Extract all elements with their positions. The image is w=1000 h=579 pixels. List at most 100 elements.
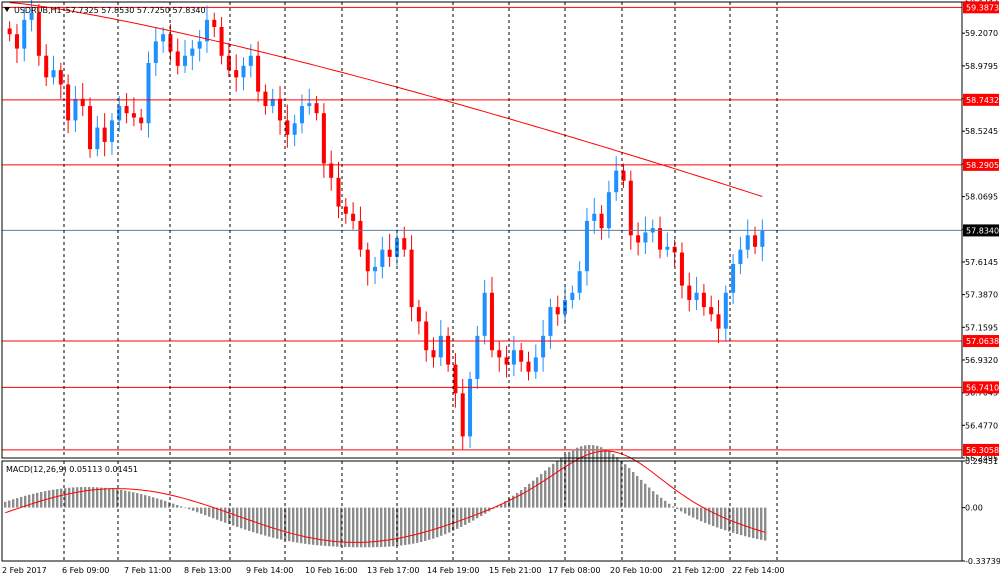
macd-tick-label: -0.33739 — [965, 557, 1000, 566]
macd-bar — [128, 491, 131, 508]
candle-body — [753, 235, 758, 247]
candle-body — [7, 28, 12, 35]
macd-bar — [88, 487, 91, 508]
macd-bar — [12, 499, 15, 508]
candle-body — [489, 292, 494, 351]
macd-bar — [100, 487, 103, 508]
macd-bar — [28, 494, 31, 508]
macd-bar — [96, 487, 99, 508]
candle-body — [36, 12, 41, 56]
candle-body — [723, 292, 728, 329]
macd-bar — [268, 507, 271, 537]
macd-bar — [64, 488, 67, 508]
x-tick-label: 17 Feb 08:00 — [548, 566, 600, 575]
level-value: 56.3058 — [966, 446, 999, 455]
level-value: 56.7410 — [966, 383, 999, 392]
macd-bar — [532, 480, 535, 508]
macd-bar — [228, 507, 231, 525]
macd-bar — [328, 507, 331, 547]
macd-bar — [68, 487, 71, 508]
macd-bar — [232, 507, 235, 526]
macd-bar — [544, 470, 547, 508]
macd-bar — [428, 507, 431, 540]
candle-body — [745, 235, 750, 250]
x-tick-label: 2 Feb 2017 — [2, 566, 47, 575]
macd-bar — [628, 468, 631, 508]
macd-bar — [132, 492, 135, 508]
macd-bar — [56, 489, 59, 508]
x-tick-label: 21 Feb 12:00 — [672, 566, 724, 575]
macd-bar — [396, 507, 399, 546]
candle-body — [694, 292, 699, 300]
macd-bar — [652, 491, 655, 508]
candle-body — [402, 238, 407, 250]
macd-bar — [444, 507, 447, 535]
candle-body — [475, 335, 480, 379]
candle-body — [44, 55, 49, 78]
macd-bar — [288, 507, 291, 542]
macd-bar — [632, 471, 635, 508]
macd-bar — [436, 507, 439, 538]
candle-body — [679, 252, 684, 286]
macd-bar — [344, 507, 347, 548]
y-tick-label: 57.6145 — [965, 258, 998, 267]
candle-body — [183, 55, 188, 66]
candle-body — [760, 230, 765, 247]
x-tick-label: 14 Feb 19:00 — [427, 566, 479, 575]
macd-bar — [276, 507, 279, 539]
macd-bar — [200, 507, 203, 514]
macd-bar — [332, 507, 335, 547]
price-pane-border — [1, 1, 963, 459]
macd-bar — [264, 507, 267, 536]
macd-bar — [160, 499, 163, 508]
macd-bar — [272, 507, 275, 538]
y-tick-label: 56.2495 — [965, 454, 998, 463]
moving-average — [9, 2, 763, 197]
current-price-value: 57.8340 — [966, 226, 999, 235]
candle-body — [431, 350, 436, 358]
candle-body — [658, 228, 663, 250]
macd-bar — [516, 492, 519, 508]
macd-bar — [604, 448, 607, 508]
macd-bar — [668, 503, 671, 508]
macd-tick-label: 0.00 — [965, 504, 983, 513]
macd-bar — [688, 507, 691, 516]
candle-body — [373, 266, 378, 272]
macd-bar — [472, 507, 475, 521]
x-tick-label: 20 Feb 10:00 — [610, 566, 662, 575]
macd-bar — [248, 507, 251, 531]
macd-bar — [76, 487, 79, 508]
macd-bar — [120, 489, 123, 508]
macd-bar — [136, 493, 139, 508]
macd-bar — [24, 495, 27, 508]
level-value: 58.2905 — [966, 161, 999, 170]
macd-bar — [284, 507, 287, 541]
y-tick-label: 58.5245 — [965, 127, 998, 136]
macd-bar — [52, 489, 55, 508]
candle-body — [197, 41, 202, 49]
level-tag — [963, 93, 999, 106]
candle-body — [329, 163, 334, 178]
candle-body — [519, 350, 524, 362]
macd-bar — [152, 497, 155, 508]
candle-body — [285, 120, 290, 135]
macd-bar — [740, 507, 743, 536]
candle-body — [351, 213, 356, 221]
x-tick-label: 7 Feb 11:00 — [124, 566, 171, 575]
macd-bar — [192, 507, 195, 511]
candle-body — [387, 249, 392, 257]
candle-body — [709, 307, 714, 315]
candle-body — [548, 307, 553, 336]
candle-body — [292, 123, 297, 135]
candle-body — [365, 249, 370, 272]
macd-bar — [368, 507, 371, 548]
candle-body — [643, 232, 648, 243]
macd-bar — [216, 507, 219, 520]
candle-body — [380, 249, 385, 267]
macd-bar — [84, 487, 87, 508]
candle-body — [526, 361, 531, 372]
candle-body — [460, 393, 465, 437]
candle-body — [599, 213, 604, 229]
macd-bar — [176, 504, 179, 508]
collapse-triangle-icon[interactable] — [4, 7, 10, 12]
